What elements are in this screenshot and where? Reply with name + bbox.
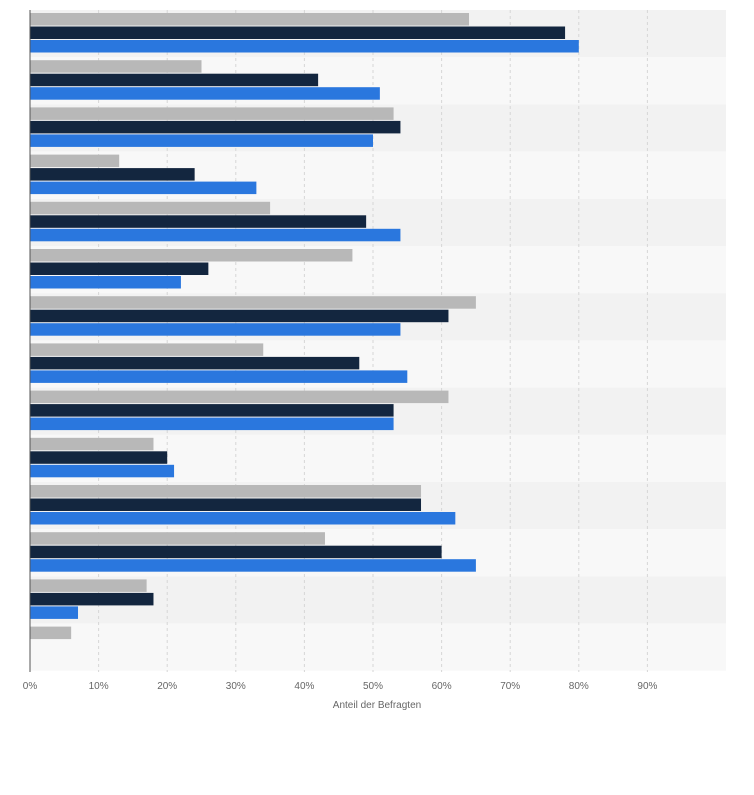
x-tick-label: 40% xyxy=(294,681,314,692)
bar xyxy=(30,296,476,309)
x-tick-labels: 0% 10% 20% 30% 40% 50% 60% 70% 80% 90% xyxy=(23,681,658,692)
bar xyxy=(30,512,456,525)
bar xyxy=(30,579,147,592)
bar xyxy=(30,228,401,242)
bar xyxy=(30,201,271,215)
bar xyxy=(30,40,579,53)
bar xyxy=(30,309,449,323)
bar xyxy=(30,26,566,39)
bar xyxy=(30,390,449,404)
bar xyxy=(30,370,408,383)
bar xyxy=(30,343,264,356)
x-tick-label: 30% xyxy=(226,681,246,692)
bar xyxy=(30,485,422,498)
x-tick-label: 60% xyxy=(432,681,452,692)
x-tick-label: 0% xyxy=(23,681,38,692)
x-tick-label: 50% xyxy=(363,681,383,692)
bar xyxy=(30,87,380,100)
bar xyxy=(30,249,353,262)
x-axis-label: Anteil der Befragten xyxy=(333,700,421,711)
x-tick-label: 70% xyxy=(500,681,520,692)
bar xyxy=(30,323,401,336)
bar xyxy=(30,356,360,370)
bar xyxy=(30,464,175,478)
bar xyxy=(30,181,257,195)
bar xyxy=(30,276,181,289)
x-tick-label: 90% xyxy=(637,681,657,692)
bar xyxy=(30,168,195,181)
bar xyxy=(30,73,319,87)
bar xyxy=(30,451,168,464)
x-tick-label: 10% xyxy=(89,681,109,692)
bar xyxy=(30,154,120,168)
row-band xyxy=(30,623,726,671)
x-tick-label: 80% xyxy=(569,681,589,692)
bar xyxy=(30,437,154,451)
bar xyxy=(30,532,325,545)
bar xyxy=(30,120,401,134)
x-tick-label: 20% xyxy=(157,681,177,692)
bar xyxy=(30,134,373,147)
bar xyxy=(30,592,154,606)
bar xyxy=(30,215,367,228)
bar xyxy=(30,107,394,120)
bar xyxy=(30,404,394,417)
bar xyxy=(30,498,422,511)
bar xyxy=(30,559,476,572)
gridlines xyxy=(98,10,648,672)
bars xyxy=(30,13,579,640)
bar xyxy=(30,606,79,619)
bar xyxy=(30,60,202,73)
bar xyxy=(30,545,442,559)
bar xyxy=(30,417,394,431)
bar xyxy=(30,13,470,26)
bar xyxy=(30,262,209,275)
bar xyxy=(30,626,72,640)
